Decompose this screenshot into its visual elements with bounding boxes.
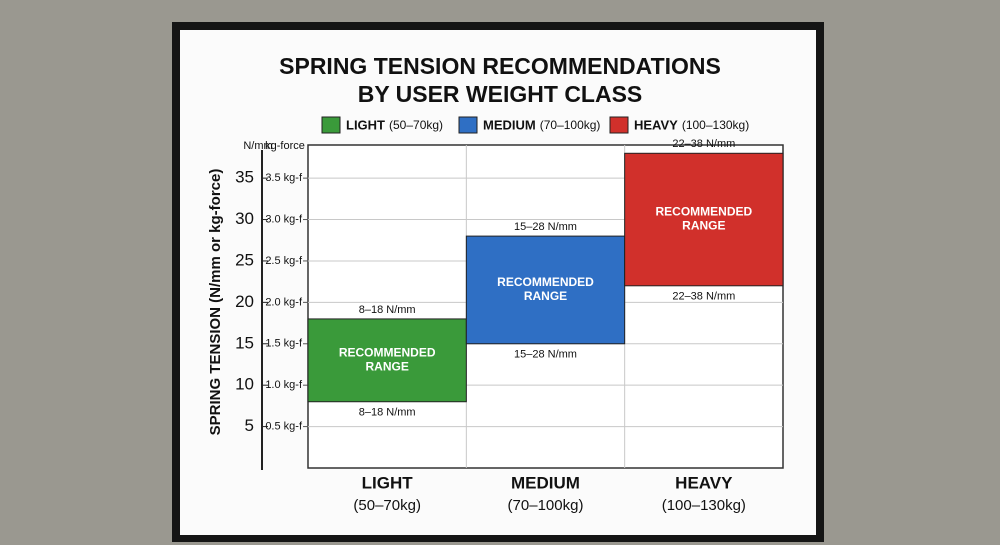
y2-tick-label: 2.5 kg-f [265,255,303,267]
y-tick-label: 20 [235,292,254,311]
y-tick-label: 5 [245,416,254,435]
bar-text: RECOMMENDED [339,346,436,360]
bar-text: RANGE [365,360,408,374]
range-bar [624,152,784,287]
value-label: 15–28 N/mm [514,221,577,233]
legend-label: MEDIUM [483,117,536,132]
legend-label: HEAVY [634,117,678,132]
chart-title: SPRING TENSION RECOMMENDATIONS [279,53,721,79]
y-tick-label: 15 [235,333,254,352]
y2-tick-label: 3.5 kg-f [265,172,303,184]
value-label: 22–38 N/mm [672,291,735,303]
y2-tick-label: 1.0 kg-f [265,379,303,391]
range-bar [307,318,467,403]
legend-sublabel: (100–130kg) [682,118,749,132]
legend-swatch [321,116,341,134]
value-label: 15–28 N/mm [514,349,577,361]
legend-label: LIGHT [346,117,385,132]
x-tick-label: LIGHT [362,473,414,492]
y2-tick-label: 1.5 kg-f [265,338,303,350]
x-tick-sublabel: (100–130kg) [662,497,746,514]
value-label: 8–18 N/mm [359,304,416,316]
bar-text: RECOMMENDED [497,275,594,289]
y2-tick-label: 0.5 kg-f [265,420,303,432]
legend-swatch [609,116,629,134]
bar-text: RECOMMENDED [655,205,752,219]
y-tick-label: 25 [235,250,254,269]
bar-text: RANGE [682,219,725,233]
value-label: 8–18 N/mm [359,407,416,419]
value-label: 22–38 N/mm [672,138,735,150]
y2-tick-label: 2.0 kg-f [265,296,303,308]
x-tick-sublabel: (70–100kg) [508,497,584,514]
y2-unit: kg-force [265,140,305,152]
chart-title: BY USER WEIGHT CLASS [358,81,643,107]
y-unit: N/mm [243,140,272,152]
legend-sublabel: (70–100kg) [540,118,601,132]
x-tick-label: MEDIUM [511,473,580,492]
y-tick-label: 10 [235,375,254,394]
y-tick-label: 35 [235,168,254,187]
y2-tick-label: 3.0 kg-f [265,213,303,225]
legend-swatch [458,116,478,134]
x-tick-sublabel: (50–70kg) [353,497,421,514]
y-axis-label: SPRING TENSION (N/mm or kg-force) [207,169,224,436]
range-bar [465,235,626,345]
bar-text: RANGE [524,289,567,303]
legend-sublabel: (50–70kg) [389,118,443,132]
y-tick-label: 30 [235,209,254,228]
x-tick-label: HEAVY [675,473,733,492]
